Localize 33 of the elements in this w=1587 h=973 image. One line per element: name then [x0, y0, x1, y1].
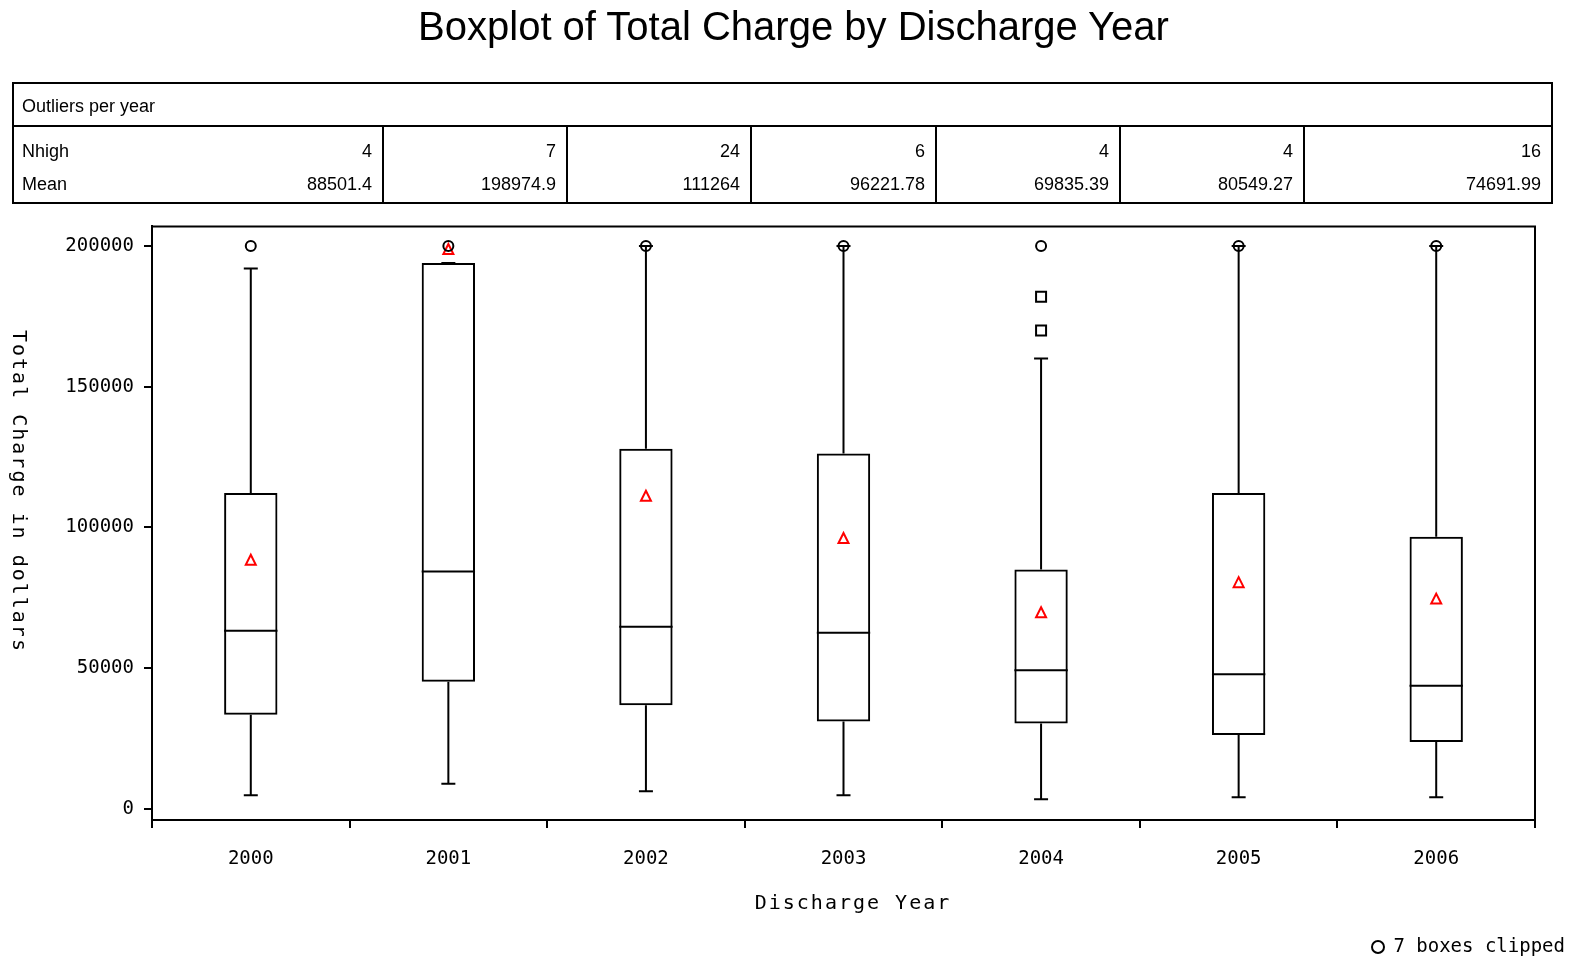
text: 24 — [718, 141, 740, 162]
x-tick-label: 2005 — [1215, 846, 1262, 869]
text: 88501.4 — [306, 174, 372, 194]
text: 111264 — [681, 174, 740, 195]
y-tick-label: 50000 — [76, 655, 134, 678]
x-tick-label: 2006 — [1413, 846, 1460, 869]
text: 96221.78 — [848, 174, 925, 195]
chart-title: Boxplot of Total Charge by Discharge Year — [417, 4, 1170, 49]
y-axis-title: Total Charge in dollars — [8, 330, 32, 653]
text: 4 — [1282, 141, 1293, 162]
x-tick-label: 2003 — [820, 846, 867, 869]
text: 80549.27 — [1216, 174, 1293, 195]
y-tick-label: 100000 — [65, 514, 134, 537]
text: Nhigh — [22, 141, 70, 162]
text: 198974.9 — [479, 174, 556, 195]
text: Outliers per year — [22, 96, 156, 117]
x-tick-label: 2002 — [623, 846, 669, 869]
text: 7 — [545, 141, 556, 162]
text: 74691.99 — [1464, 174, 1541, 195]
text: 69835.39 — [1032, 174, 1109, 195]
text: 4 — [1098, 141, 1109, 162]
x-tick-label: 2001 — [425, 846, 472, 869]
text: 16 — [1519, 141, 1541, 162]
text: Mean — [22, 174, 68, 195]
x-tick-label: 2000 — [227, 846, 274, 869]
x-axis-title: Discharge Year — [753, 890, 953, 914]
y-tick-label: 0 — [122, 795, 134, 818]
x-tick-label: 2004 — [1018, 846, 1064, 869]
text: 7 boxes clipped — [1393, 934, 1565, 956]
y-tick-label: 150000 — [65, 373, 134, 396]
text: 6 — [914, 141, 925, 162]
y-tick-label: 200000 — [65, 233, 134, 256]
text: 4 — [361, 141, 372, 161]
